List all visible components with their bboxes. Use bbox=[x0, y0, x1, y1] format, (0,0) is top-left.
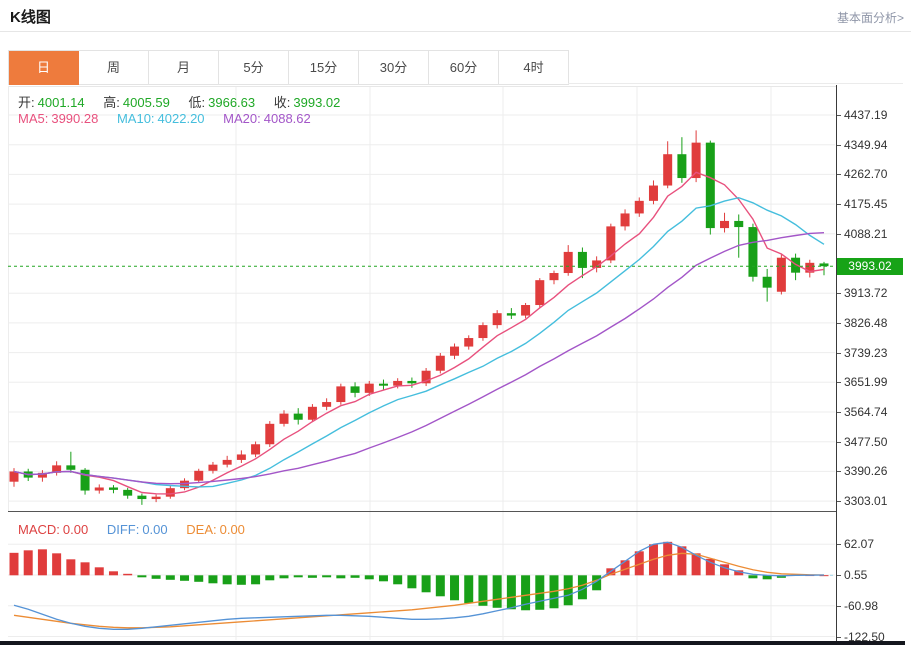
axis-tick-mark bbox=[837, 234, 841, 235]
axis-tick-mark bbox=[837, 323, 841, 324]
axis-tick-label: 4175.45 bbox=[844, 197, 888, 211]
axis-tick-label: 3564.74 bbox=[844, 405, 888, 419]
axis-tick-label: -122.50 bbox=[844, 630, 885, 644]
header-divider bbox=[0, 31, 911, 32]
tab-30min[interactable]: 30分 bbox=[359, 51, 429, 85]
ma10-value: 4022.20 bbox=[157, 111, 205, 126]
axis-tick-label: 3390.26 bbox=[844, 464, 888, 478]
axis-tick-mark bbox=[837, 204, 841, 205]
axis-tick-label: 3826.48 bbox=[844, 316, 888, 330]
tab-4hour[interactable]: 4时 bbox=[499, 51, 569, 85]
macd-legend: MACD: 0.00 DIFF: 0.00 DEA: 0.00 bbox=[18, 522, 260, 537]
dea-value: 0.00 bbox=[219, 522, 245, 537]
axis-tick-label: 3651.99 bbox=[844, 375, 888, 389]
axis-tick-label: 3477.50 bbox=[844, 435, 888, 449]
open-value: 4001.14 bbox=[37, 95, 85, 110]
candlestick-chart[interactable] bbox=[8, 86, 836, 512]
tab-15min[interactable]: 15分 bbox=[289, 51, 359, 85]
axis-tick-label: 0.55 bbox=[844, 568, 868, 582]
axis-tick-mark bbox=[837, 382, 841, 383]
ma-legend: MA5: 3990.28 MA10: 4022.20 MA20: 4088.62 bbox=[18, 111, 326, 126]
macd-value: 0.00 bbox=[62, 522, 89, 537]
axis-tick-label: 62.07 bbox=[844, 537, 875, 551]
axis-tick-mark bbox=[837, 544, 841, 545]
axis-tick-label: 4349.94 bbox=[844, 138, 888, 152]
tab-row-border bbox=[568, 83, 903, 84]
ma5-label: MA5: bbox=[18, 111, 49, 126]
dea-label: DEA: bbox=[186, 522, 217, 537]
axis-tick-mark bbox=[837, 575, 841, 576]
low-value: 3966.63 bbox=[208, 95, 256, 110]
close-label: 收: bbox=[273, 95, 291, 110]
axis-tick-mark bbox=[837, 442, 841, 443]
axis-tick-label: 3913.72 bbox=[844, 286, 888, 300]
tab-5min[interactable]: 5分 bbox=[219, 51, 289, 85]
axis-tick-label: -60.98 bbox=[844, 599, 879, 613]
axis-tick-mark bbox=[837, 174, 841, 175]
low-label: 低: bbox=[188, 95, 206, 110]
bottom-bar bbox=[0, 641, 905, 645]
axis-tick-label: 3739.23 bbox=[844, 346, 888, 360]
axis-tick-mark bbox=[837, 471, 841, 472]
ma10-label: MA10: bbox=[116, 111, 155, 126]
price-axis-line bbox=[836, 85, 837, 642]
open-label: 开: bbox=[18, 95, 35, 110]
axis-tick-label: 4088.21 bbox=[844, 227, 888, 241]
axis-tick-mark bbox=[837, 606, 841, 607]
macd-chart[interactable] bbox=[8, 512, 836, 641]
axis-tick-mark bbox=[837, 293, 841, 294]
ohlc-legend: 开: 4001.14 高: 4005.59 低: 3966.63 收: 3993.02 bbox=[18, 92, 355, 111]
page-title: K线图 bbox=[10, 9, 51, 26]
tab-week[interactable]: 周 bbox=[79, 51, 149, 85]
high-label: 高: bbox=[103, 95, 120, 110]
ma20-label: MA20: bbox=[223, 111, 261, 126]
macd-label: MACD: bbox=[18, 522, 60, 537]
diff-value: 0.00 bbox=[142, 522, 168, 537]
interval-tabs: 日周月 5分 15分 30分 60分 4时 bbox=[8, 50, 569, 85]
tab-day[interactable]: 日 bbox=[9, 51, 79, 85]
axis-tick-label: 4262.70 bbox=[844, 167, 888, 181]
fundamental-analysis-link[interactable]: 基本面分析> bbox=[836, 11, 904, 25]
ma20-value: 4088.62 bbox=[263, 111, 311, 126]
diff-label: DIFF: bbox=[106, 522, 140, 537]
axis-tick-mark bbox=[837, 501, 841, 502]
current-price-badge: 3993.02 bbox=[837, 258, 903, 275]
ma5-value: 3990.28 bbox=[51, 111, 99, 126]
axis-tick-mark bbox=[837, 145, 841, 146]
axis-tick-mark bbox=[837, 353, 841, 354]
close-value: 3993.02 bbox=[293, 95, 341, 110]
high-value: 4005.59 bbox=[122, 95, 170, 110]
axis-tick-mark bbox=[837, 412, 841, 413]
axis-tick-mark bbox=[837, 637, 841, 638]
tab-60min[interactable]: 60分 bbox=[429, 51, 499, 85]
tab-month[interactable]: 月 bbox=[149, 51, 219, 85]
axis-tick-mark bbox=[837, 115, 841, 116]
axis-tick-label: 4437.19 bbox=[844, 108, 888, 122]
axis-tick-label: 3303.01 bbox=[844, 494, 888, 508]
